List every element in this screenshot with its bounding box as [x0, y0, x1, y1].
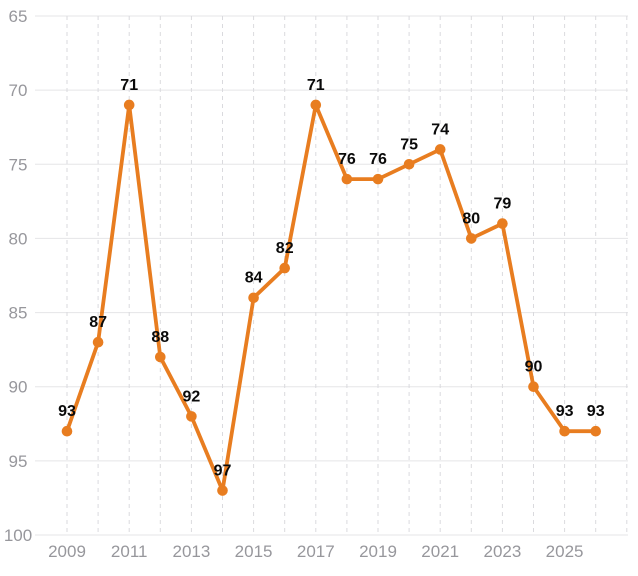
x-axis-tick-label: 2019: [359, 542, 397, 561]
data-point[interactable]: [61, 425, 73, 437]
data-point-label: 80: [462, 210, 480, 227]
data-point-label: 92: [183, 388, 201, 405]
data-point[interactable]: [186, 411, 197, 422]
x-axis-tick-label: 2025: [546, 542, 584, 561]
data-point-label: 84: [245, 270, 263, 287]
y-axis-tick-label: 80: [9, 229, 28, 248]
data-point-label: 82: [276, 240, 294, 257]
x-axis-tick-label: 2017: [297, 542, 335, 561]
y-axis-tick-label: 75: [9, 155, 28, 174]
y-axis-tick-label: 95: [9, 452, 28, 471]
data-point-label: 76: [338, 151, 356, 168]
data-point[interactable]: [155, 351, 166, 363]
data-point[interactable]: [279, 262, 291, 274]
y-axis-tick-label: 85: [9, 304, 28, 323]
data-point-label: 71: [307, 77, 325, 94]
data-point[interactable]: [123, 99, 135, 111]
y-axis-tick-label: 70: [9, 81, 28, 100]
data-point[interactable]: [559, 425, 570, 437]
data-point-label: 71: [120, 77, 138, 94]
data-point[interactable]: [92, 336, 104, 348]
data-point-label: 88: [151, 329, 169, 346]
data-point-label: 76: [369, 151, 387, 168]
x-axis-tick-label: 2011: [111, 542, 148, 561]
y-axis-tick-label: 65: [9, 7, 28, 26]
data-point-label: 90: [525, 359, 543, 376]
data-point-label: 93: [58, 403, 76, 420]
y-axis-tick-label: 100: [4, 526, 32, 545]
x-axis-tick-label: 2023: [483, 542, 521, 561]
y-axis-tick-label: 90: [9, 378, 28, 397]
data-point[interactable]: [528, 381, 539, 393]
data-point-label: 93: [587, 403, 605, 420]
data-point[interactable]: [341, 173, 353, 185]
data-point[interactable]: [403, 158, 415, 170]
x-axis-tick-label: 2009: [48, 542, 86, 561]
x-axis-tick-label: 2013: [172, 542, 210, 561]
data-point[interactable]: [217, 485, 228, 496]
data-point[interactable]: [466, 233, 477, 244]
data-point[interactable]: [497, 218, 508, 229]
data-point-label: 75: [400, 136, 418, 153]
data-point-label: 79: [494, 196, 512, 213]
data-point-label: 87: [89, 314, 107, 331]
data-point[interactable]: [310, 99, 322, 111]
data-point[interactable]: [372, 173, 384, 185]
data-point[interactable]: [248, 292, 259, 304]
trend-line: [65, 103, 598, 493]
data-point[interactable]: [434, 144, 446, 155]
x-axis-tick-label: 2021: [421, 542, 459, 561]
data-point[interactable]: [590, 425, 601, 437]
x-axis-tick-label: 2015: [235, 542, 273, 561]
data-point-label: 97: [214, 463, 232, 480]
data-point-label: 93: [556, 403, 574, 420]
data-point-label: 74: [431, 121, 449, 138]
